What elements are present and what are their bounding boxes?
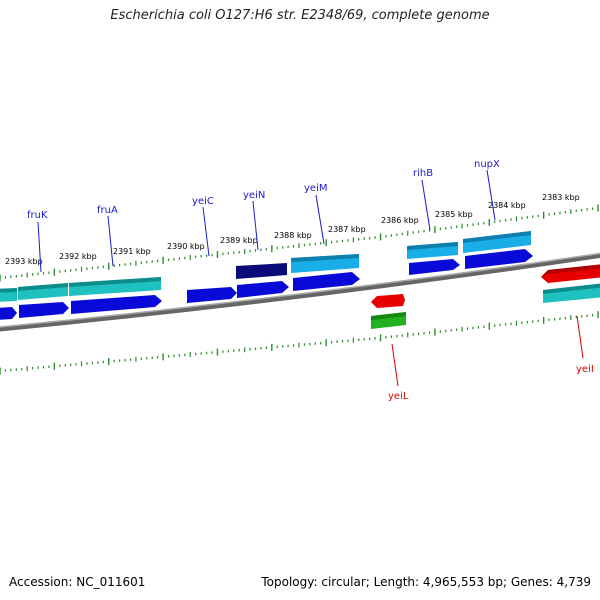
cds-arrow[interactable] [19,302,69,318]
cds-arrow[interactable] [71,295,162,314]
leader-line [421,179,431,231]
leader-line [486,169,496,221]
cds-arrow-yeii-edge [541,264,600,277]
gene-label[interactable]: nupX [474,159,500,170]
gene-label-leaders [37,169,584,387]
scale-label: 2387 kbp [328,225,366,234]
scale-label: 2385 kbp [435,210,473,219]
gene-track-plus [0,231,531,302]
gene-label[interactable]: fruA [97,205,118,216]
leader-line [37,221,42,273]
lower-tick-ring [0,311,599,375]
scale-label: 2386 kbp [381,216,419,225]
gene-feature-frua-edge [18,283,68,291]
gene-feature-nupx-edge [463,231,531,243]
scale-label: 2392 kbp [59,252,97,261]
cds-track-plus [0,249,533,320]
track-minus [371,264,600,329]
gene-feature-yein[interactable] [236,263,287,279]
leader-line [202,206,210,257]
scale-label: 2384 kbp [488,201,526,210]
gene-feature-rihb-edge [407,242,458,250]
leader-line [315,194,325,245]
gene-label[interactable]: fruK [27,210,48,221]
genome-backbone [0,252,600,332]
gene-label[interactable]: yeiN [243,190,265,201]
gene-label[interactable]: yeiI [576,364,594,375]
gene-feature-yeil-edge [371,312,406,320]
gene-feature-yeim-edge [291,254,359,262]
cds-arrow[interactable] [293,272,360,291]
gene-feature-yeii-edge [543,283,600,294]
leader-line [107,215,114,267]
genome-title: Escherichia coli O127:H6 str. E2348/69, … [110,8,490,23]
upper-tick-ring [0,204,599,282]
gene-label[interactable]: rihB [413,168,433,179]
genome-backbone-highlight [0,252,600,328]
cds-arrow[interactable] [409,259,460,275]
scale-label: 2383 kbp [542,193,580,202]
gene-label[interactable]: yeiC [192,196,214,207]
gene-label[interactable]: yeiL [388,391,409,402]
genome-summary-text: Topology: circular; Length: 4,965,553 bp… [261,575,591,589]
leader-line [252,200,259,251]
scale-label: 2389 kbp [220,236,258,245]
cds-arrow[interactable] [0,307,17,320]
gene-label[interactable]: yeiM [304,183,327,194]
cds-arrow-yeil[interactable] [371,294,405,308]
scale-label: 2388 kbp [274,231,312,240]
gene-feature-frua2-edge [69,277,161,287]
scale-label: 2393 kbp [5,257,43,266]
scale-label: 2391 kbp [113,247,151,256]
cds-arrow[interactable] [187,287,237,303]
scale-label: 2390 kbp [167,242,205,251]
leader-line [391,343,399,387]
accession-text: Accession: NC_011601 [9,575,146,589]
leader-line [576,315,584,359]
cds-arrow[interactable] [237,281,289,298]
gene-feature[interactable] [0,288,17,293]
cds-arrow[interactable] [465,249,533,269]
